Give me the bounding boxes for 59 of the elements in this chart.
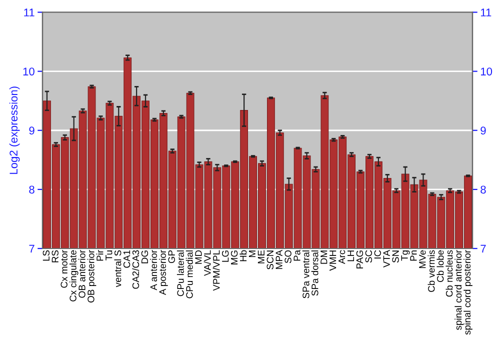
x-tick-label: SC <box>365 250 372 263</box>
x-tick-label: M <box>248 250 256 257</box>
y-tick-label: 8 <box>29 186 34 194</box>
x-tick-label: Hb <box>240 250 247 262</box>
x-tick-label: Tg <box>401 250 410 261</box>
x-tick-label: VA/VL <box>204 250 211 276</box>
y-tick-label: 10 <box>23 68 34 76</box>
x-tick-label: RS <box>52 250 58 262</box>
y2-tick-label: 11 <box>480 8 492 16</box>
x-tick-label: DG <box>141 250 148 264</box>
x-tick-label: CPu lateral <box>176 250 184 296</box>
x-tick-label: MD <box>195 250 202 264</box>
x-tick-label: spinal cord posterior <box>464 250 472 335</box>
x-tick-label: SPa dorsal <box>311 250 318 296</box>
x-tick-label: LS <box>42 250 50 261</box>
x-tick-label: SO <box>284 250 292 264</box>
x-tick-label: VMH <box>330 250 336 271</box>
y2-tick-label: 10 <box>480 68 492 76</box>
x-tick-label: CA1 <box>123 250 130 268</box>
x-tick-label: A anterior <box>150 250 158 290</box>
x-tick-label: MG <box>230 250 238 264</box>
x-tick-label: ventral S <box>114 250 122 288</box>
x-tick-label: Cb lobe <box>436 250 444 282</box>
y2-tick-label: 8 <box>480 186 486 194</box>
x-tick-label: MVe <box>419 250 426 268</box>
x-tick-label: Cx motor <box>60 250 68 288</box>
x-tick-label: OB posterior <box>87 250 96 302</box>
y2-tick-label: 7 <box>480 244 486 253</box>
x-tick-label: OB anterior <box>78 250 86 298</box>
x-tick-label: GP <box>168 250 175 264</box>
x-tick-label: SCN <box>266 250 274 270</box>
x-tick-label: A posterior <box>159 250 168 296</box>
x-tick-label: LH <box>348 250 354 262</box>
x-tick-label: ME <box>258 250 264 264</box>
x-tick-label: Cb nucleus <box>446 250 453 297</box>
y-axis-title: Log2 (expression) <box>9 86 20 174</box>
x-tick-label: SPa ventral <box>302 250 310 298</box>
x-tick-label: VPM/VPL <box>212 250 220 291</box>
y2-tick-label: 9 <box>480 126 486 135</box>
x-tick-label: Pir <box>96 250 104 261</box>
x-tick-label: Cx cingulate <box>69 250 78 302</box>
x-tick-label: Cb vermis <box>428 250 435 292</box>
x-tick-label: spinal cord anterior <box>454 250 464 330</box>
x-tick-label: IC <box>374 250 381 258</box>
x-tick-label: CPu medial <box>186 250 193 298</box>
x-tick-label: CA2/CA3 <box>132 250 140 289</box>
x-tick-label: Pa <box>294 250 300 261</box>
x-tick-label: PAG <box>356 250 364 268</box>
x-tick-label: MPA <box>276 250 282 269</box>
x-tick-label: DM <box>320 250 328 264</box>
y-tick-label: 7 <box>29 244 34 253</box>
x-tick-label: Pn <box>410 250 417 261</box>
y-tick-label: 11 <box>24 8 34 16</box>
x-tick-label: SN <box>392 250 399 263</box>
x-tick-label: VTA <box>383 250 390 268</box>
y-tick-label: 9 <box>29 126 34 135</box>
x-tick-label: Tu <box>106 250 112 260</box>
x-tick-label: LG <box>222 250 229 262</box>
x-tick-label: Arc <box>338 250 346 264</box>
